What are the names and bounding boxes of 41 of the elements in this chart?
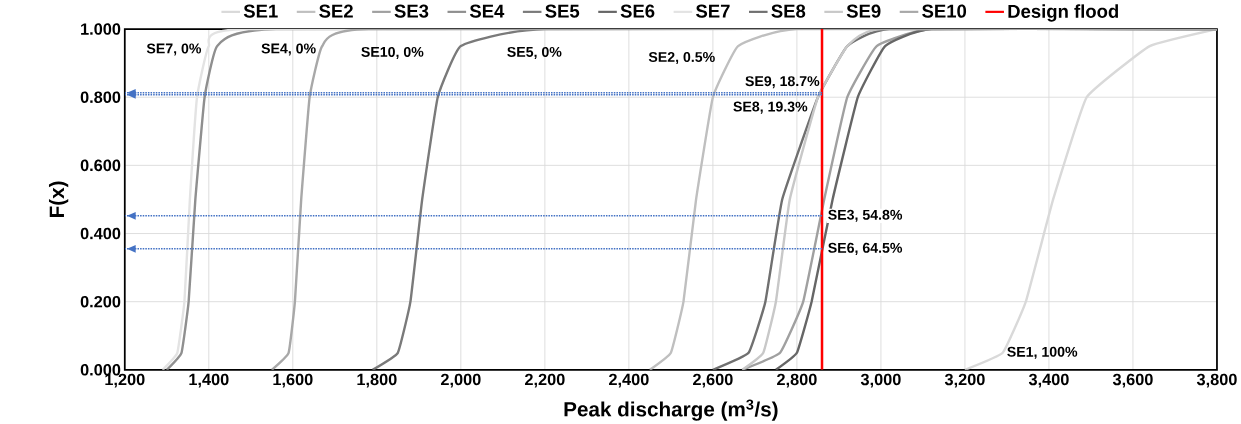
legend-label: SE3 xyxy=(394,4,429,18)
ref-line-label: SE3, 54.8% xyxy=(828,209,903,222)
y-axis-title: F(x) xyxy=(48,181,69,217)
legend-label: SE7 xyxy=(695,4,730,18)
x-tick-label: 1,400 xyxy=(189,373,229,388)
annotation: SE4, 0% xyxy=(261,43,316,56)
legend-label: SE1 xyxy=(243,4,278,18)
y-tick-label: 0.400 xyxy=(80,227,121,240)
annotation: SE7, 0% xyxy=(146,43,202,56)
y-tick-label: 0.200 xyxy=(80,295,121,308)
x-tick-label: 3,800 xyxy=(1196,373,1237,388)
legend-label: SE5 xyxy=(545,4,580,18)
x-tick-label: 3,000 xyxy=(860,373,901,388)
x-tick-label: 2,200 xyxy=(524,373,565,388)
x-tick-label: 2,800 xyxy=(777,373,817,388)
x-tick-label: 3,200 xyxy=(944,373,985,388)
legend-label: SE8 xyxy=(771,4,806,18)
legend-label: Design flood xyxy=(1008,4,1119,22)
legend-label: SE6 xyxy=(620,4,655,18)
y-tick-label: 0.800 xyxy=(80,91,121,103)
ref-line-label: SE8, 19.3% xyxy=(733,101,808,114)
annotation: SE5, 0% xyxy=(507,46,562,59)
annotation: SE10, 0% xyxy=(361,46,424,59)
annotation: SE1, 100% xyxy=(1007,346,1078,359)
x-tick-label: 3,600 xyxy=(1112,373,1153,388)
legend-label: SE2 xyxy=(319,4,353,18)
x-tick-label: 2,000 xyxy=(440,373,481,388)
annotation: SE2, 0.5% xyxy=(648,51,715,64)
y-tick-label: 1.000 xyxy=(81,23,121,35)
x-tick-label: 2,600 xyxy=(693,373,733,388)
x-tick-label: 1,800 xyxy=(357,373,397,388)
legend-label: SE4 xyxy=(469,4,505,18)
legend-label: SE9 xyxy=(846,4,881,18)
x-tick-label: 1,600 xyxy=(273,373,313,388)
legend-label: SE10 xyxy=(922,4,967,18)
ref-line-label: SE9, 18.7% xyxy=(745,75,820,89)
x-tick-label: 2,400 xyxy=(609,373,649,388)
x-axis-title: Peak discharge (m$^{3}$/s) xyxy=(564,399,778,421)
y-tick-label: 0.600 xyxy=(80,159,121,171)
x-tick-label: 3,400 xyxy=(1028,373,1069,388)
ref-line-label: SE6, 64.5% xyxy=(828,242,903,255)
